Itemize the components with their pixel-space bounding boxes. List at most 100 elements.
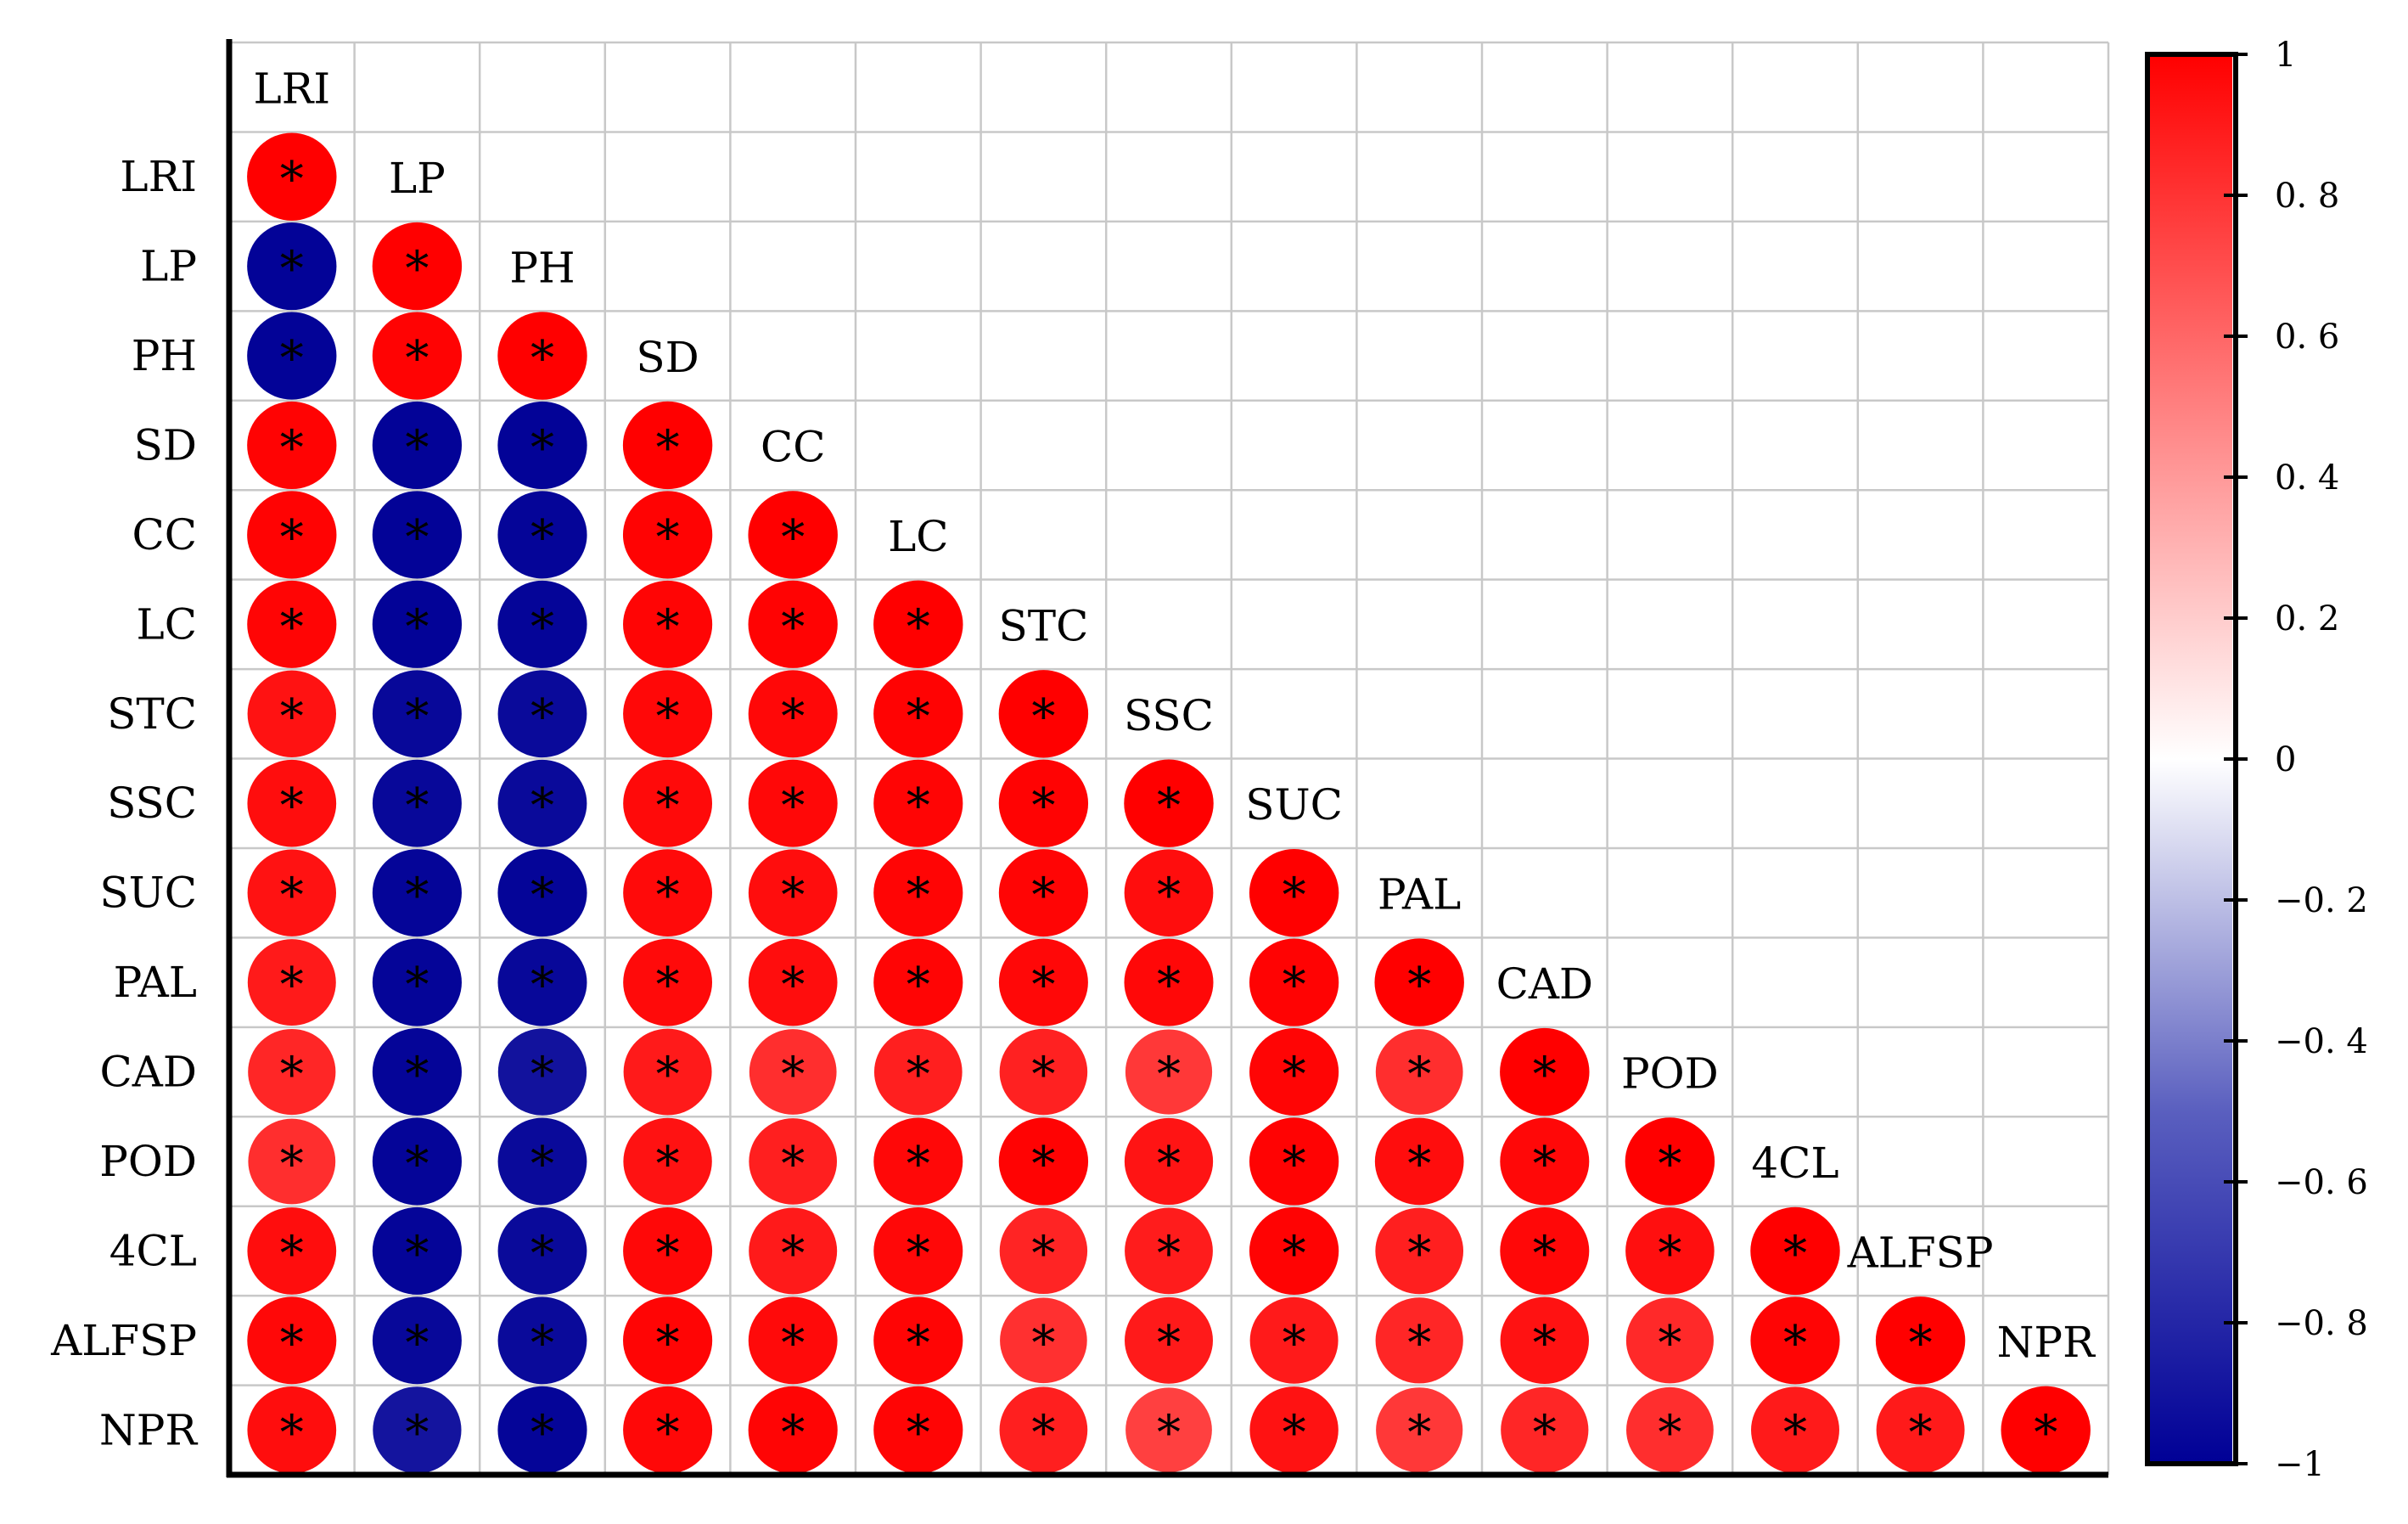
corr-cell-CAD-LP: *: [372, 1028, 462, 1116]
corr-cell-LC-PH: *: [497, 580, 587, 668]
significance-marker: *: [405, 242, 429, 297]
colorbar-gradient: [2147, 54, 2232, 1464]
corr-circle: [1375, 1297, 1463, 1384]
corr-cell-SUC-SUC: *: [1249, 848, 1339, 937]
corr-cell-CC-LRI: *: [247, 491, 337, 579]
significance-marker: *: [1157, 1048, 1181, 1103]
significance-marker: *: [280, 779, 304, 834]
corr-cell-POD-LC: *: [873, 1117, 963, 1206]
significance-marker: *: [781, 510, 805, 565]
row-label-SD: SD: [134, 420, 197, 470]
diagonal-label-LC: LC: [888, 512, 948, 561]
significance-marker: *: [405, 779, 429, 834]
corr-cell-4CL-SD: *: [623, 1206, 713, 1295]
significance-marker: *: [405, 420, 429, 475]
significance-marker: *: [1031, 689, 1055, 745]
corr-circle: [247, 1386, 337, 1474]
corr-cell-4CL-LP: *: [372, 1206, 462, 1295]
corr-cell-NPR-PAL: *: [1376, 1387, 1463, 1473]
significance-marker: *: [1283, 1226, 1306, 1281]
corr-circle: [1500, 1027, 1590, 1116]
significance-marker: *: [907, 779, 930, 834]
corr-circle: [248, 1028, 336, 1116]
significance-marker: *: [1533, 1137, 1557, 1192]
corr-cell-SUC-LRI: *: [247, 849, 337, 936]
corr-cell-SUC-PH: *: [497, 849, 587, 937]
corr-cell-PH-PH: *: [497, 312, 587, 400]
corr-cell-PAL-LC: *: [873, 938, 963, 1026]
corr-cell-POD-SD: *: [623, 1117, 712, 1206]
colorbar-tick-label: −0. 6: [2275, 1163, 2368, 1202]
corr-circle: [1249, 848, 1339, 937]
corr-circle: [1249, 1117, 1339, 1206]
corr-circle: [372, 401, 463, 490]
corr-circle: [247, 401, 337, 490]
corr-circle: [497, 491, 587, 579]
significance-marker: *: [1783, 1226, 1807, 1281]
significance-marker: *: [781, 1316, 805, 1371]
corr-cell-POD-STC: *: [998, 1117, 1089, 1206]
corr-cell-SUC-SD: *: [623, 849, 713, 937]
corr-cell-CAD-CAD: *: [1500, 1027, 1590, 1116]
corr-circle: [247, 1296, 337, 1385]
corr-cell-ALFSP-SSC: *: [1125, 1296, 1213, 1384]
corr-circle: [873, 1028, 963, 1116]
corr-circle: [1000, 1297, 1087, 1384]
corr-cell-SSC-LP: *: [372, 759, 462, 847]
corr-circle: [247, 132, 337, 221]
corr-cell-PAL-LP: *: [372, 938, 462, 1026]
corr-circle: [497, 580, 587, 668]
corr-circle: [1625, 1297, 1714, 1384]
corr-circle: [999, 1028, 1088, 1116]
corr-circle: [748, 1386, 838, 1474]
corr-circle: [748, 580, 838, 668]
diagonal-label-NPR: NPR: [1997, 1318, 2096, 1367]
corr-circle: [247, 759, 337, 847]
colorbar-tick-label: 0. 4: [2275, 458, 2339, 498]
significance-marker: *: [1407, 958, 1431, 1013]
significance-marker: *: [1157, 1316, 1181, 1371]
colorbar-tick-label: 0. 8: [2275, 177, 2339, 216]
corr-circle: [372, 759, 462, 847]
corr-circle: [1125, 1207, 1213, 1295]
corr-circle: [623, 1296, 713, 1385]
corr-cell-STC-STC: *: [998, 670, 1089, 758]
corr-cell-NPR-CC: *: [748, 1386, 838, 1474]
significance-marker: *: [1658, 1405, 1681, 1460]
corr-cell-POD-SUC: *: [1249, 1117, 1339, 1206]
corr-circle: [1124, 938, 1214, 1026]
corr-circle: [873, 759, 963, 847]
corr-circle: [873, 1117, 963, 1206]
corr-cell-ALFSP-STC: *: [1000, 1297, 1087, 1384]
significance-marker: *: [1157, 1405, 1181, 1460]
corr-cell-SSC-LC: *: [873, 759, 963, 847]
significance-marker: *: [1031, 779, 1055, 834]
corr-circle: [372, 491, 463, 579]
diagonal-label-PH: PH: [509, 244, 575, 293]
significance-marker: *: [781, 599, 805, 655]
corr-cell-SUC-CC: *: [748, 849, 838, 936]
corr-circle: [1249, 1028, 1339, 1116]
row-label-CAD: CAD: [100, 1048, 197, 1097]
corr-cell-POD-LRI: *: [248, 1118, 336, 1205]
corr-cell-ALFSP-PAL: *: [1375, 1297, 1463, 1384]
corr-circle: [1375, 1207, 1464, 1295]
corr-cell-PAL-SUC: *: [1249, 938, 1339, 1026]
corr-circle: [749, 1118, 838, 1205]
corr-cell-PAL-STC: *: [998, 938, 1088, 1026]
corr-cell-SSC-LRI: *: [247, 759, 337, 847]
row-label-CC: CC: [132, 510, 197, 560]
significance-marker: *: [1031, 1405, 1055, 1460]
significance-marker: *: [405, 1226, 429, 1281]
significance-marker: *: [1658, 1226, 1681, 1281]
corr-circle: [372, 938, 462, 1026]
significance-marker: *: [656, 1226, 680, 1281]
corr-cell-PH-LP: *: [372, 312, 463, 400]
row-label-POD: POD: [99, 1137, 197, 1186]
significance-marker: *: [907, 869, 930, 924]
corr-circle: [497, 1207, 587, 1295]
significance-marker: *: [1783, 1405, 1807, 1460]
significance-marker: *: [1533, 1048, 1557, 1103]
corr-circle: [998, 938, 1088, 1026]
corr-cell-SUC-LC: *: [873, 849, 963, 937]
